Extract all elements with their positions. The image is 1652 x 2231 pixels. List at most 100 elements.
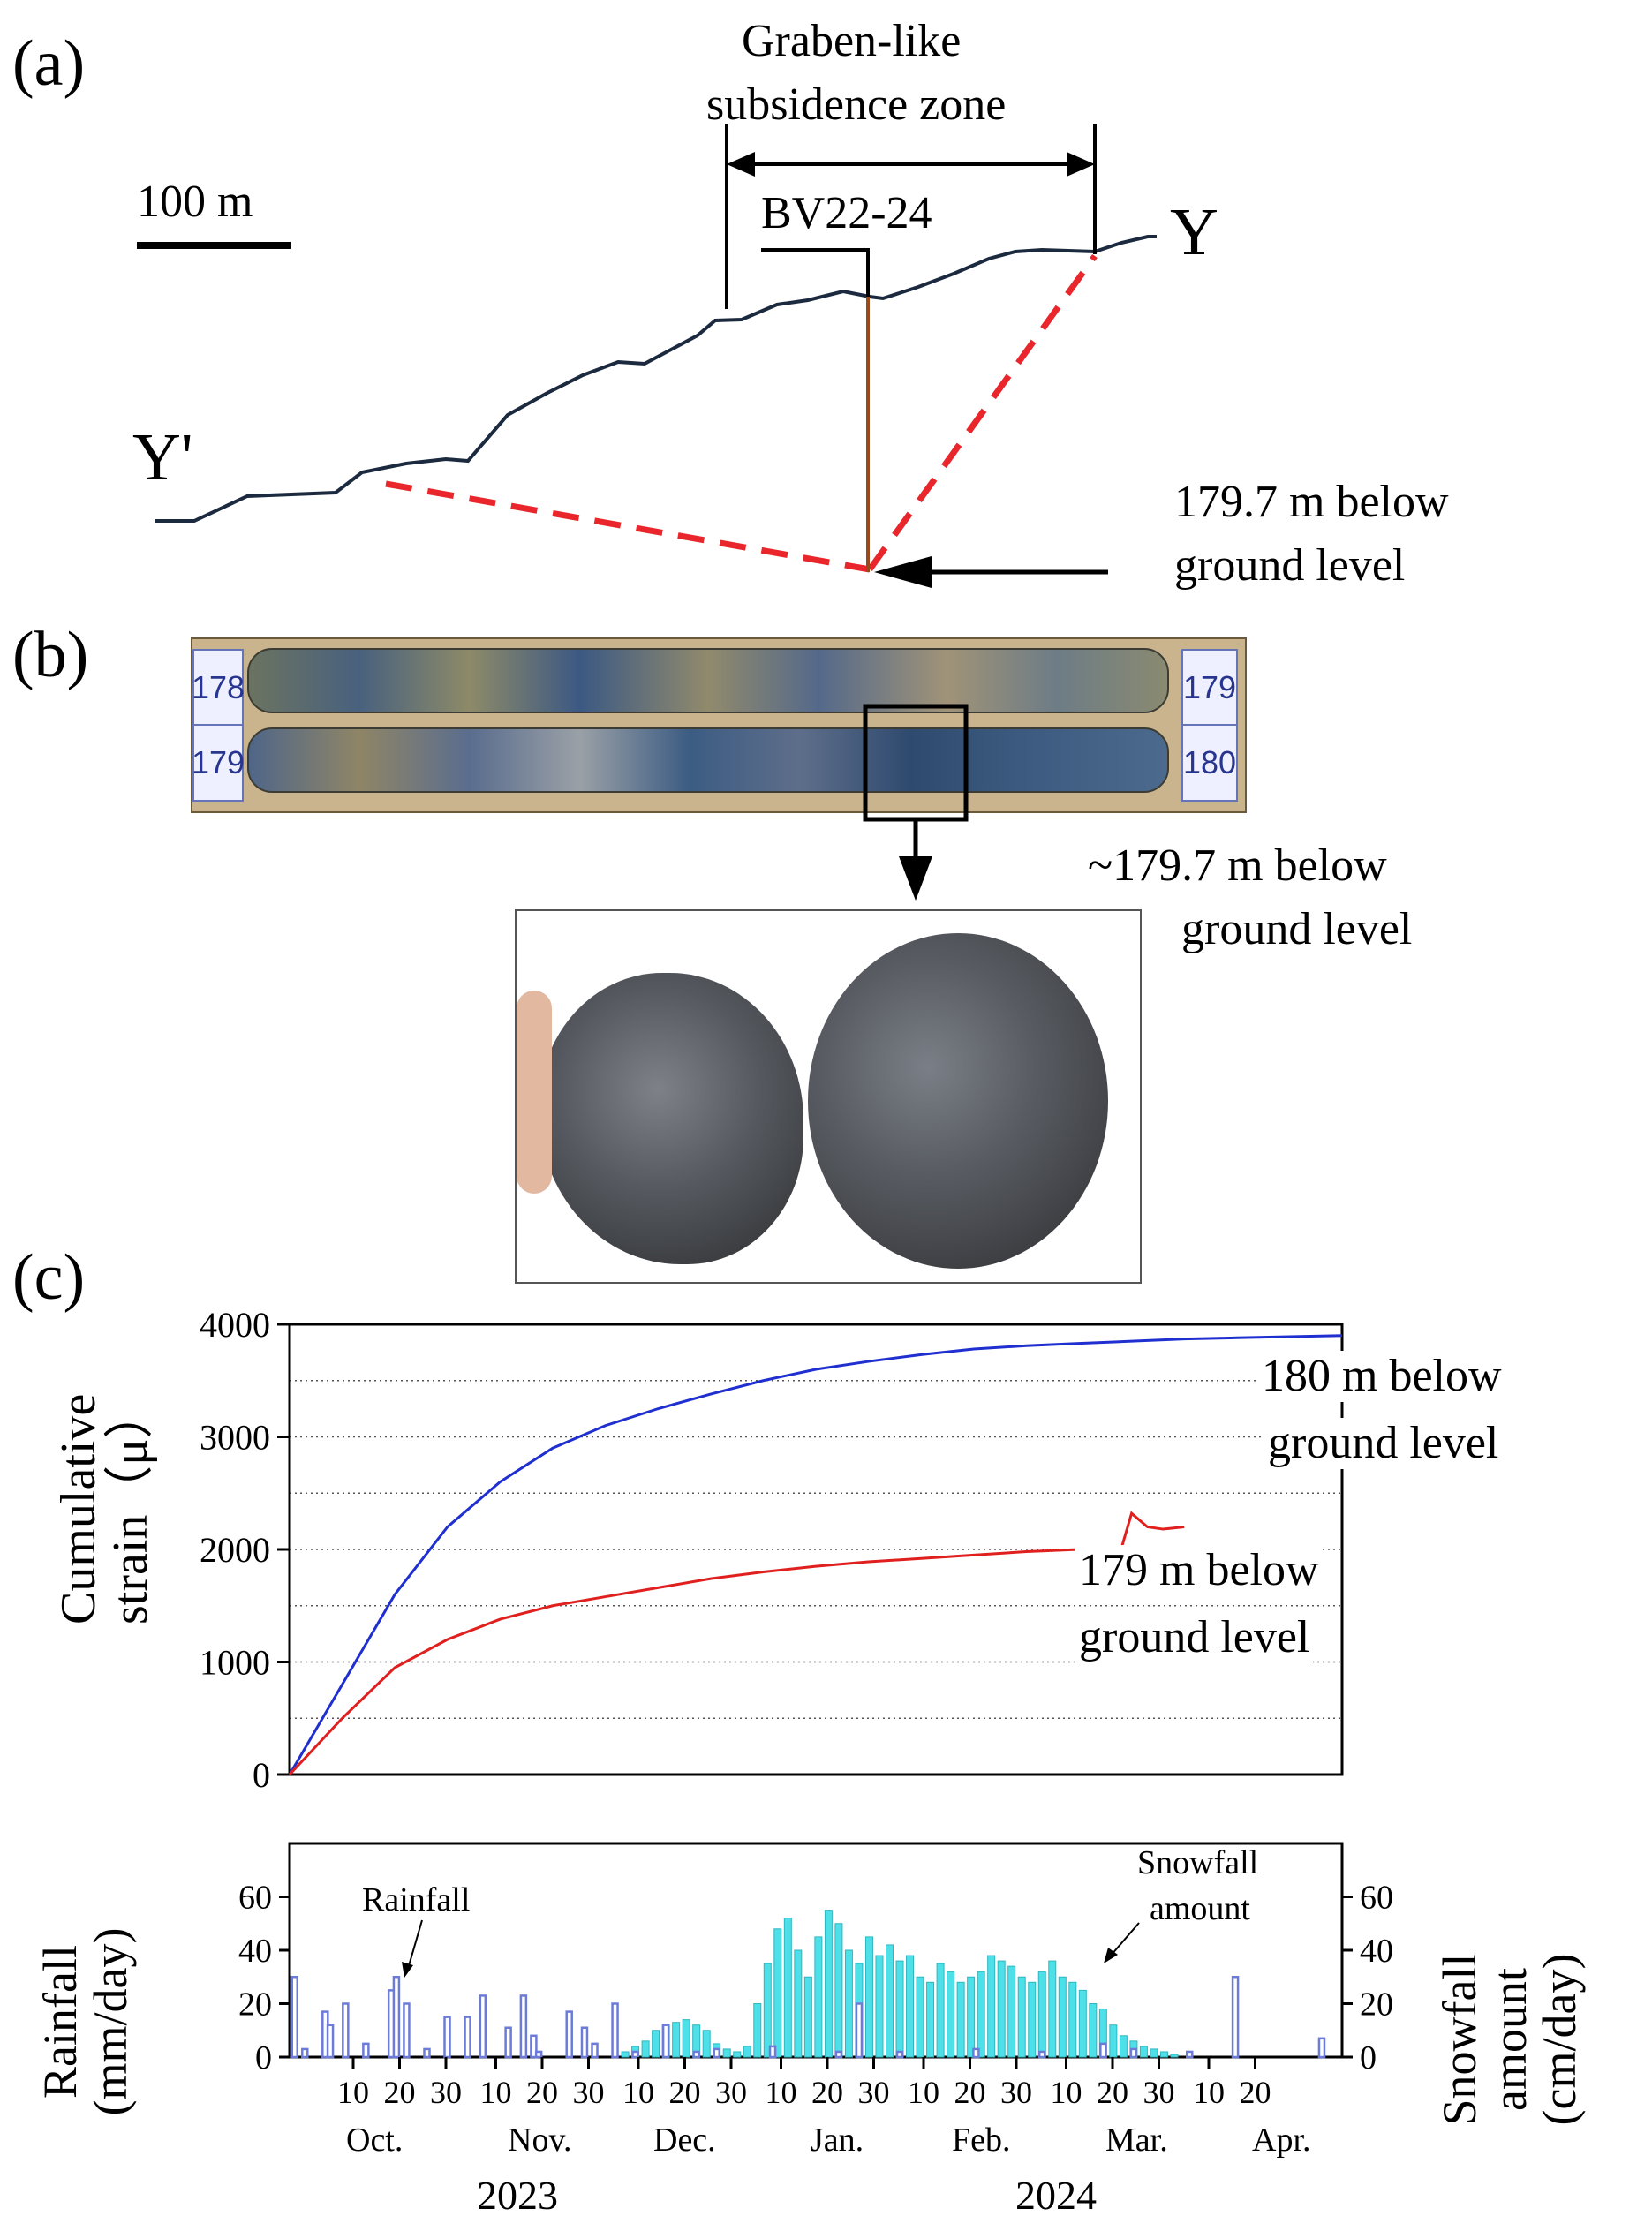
depth-note-a-line1: 179.7 m below <box>1174 477 1449 527</box>
strain-ytick-label: 2000 <box>200 1530 270 1570</box>
snow-bar <box>682 2019 690 2058</box>
strain-ytick-label: 1000 <box>200 1643 270 1683</box>
rain-bar <box>362 2042 370 2059</box>
day-tick-label: 30 <box>430 2075 462 2110</box>
snow-bar <box>783 1918 792 2058</box>
scale-bar-label: 100 m <box>137 177 253 227</box>
snow-bar <box>803 1976 812 2058</box>
rain-bar <box>855 2002 864 2059</box>
snow-bar <box>702 2030 711 2058</box>
snow-bar <box>997 1960 1006 2058</box>
snow-bar <box>773 1928 782 2058</box>
end-label-y-prime: Y' <box>132 420 193 494</box>
depth-note-b-line2: ground level <box>1181 904 1413 954</box>
snow-bar <box>1089 2003 1098 2058</box>
rain-annotation: Rainfall <box>362 1881 471 1918</box>
day-tick-label: 20 <box>669 2075 701 2110</box>
snow-bar <box>885 1944 894 2058</box>
end-label-y: Y <box>1170 195 1218 269</box>
rain-bar <box>611 2002 619 2059</box>
day-tick-label: 30 <box>573 2075 605 2110</box>
rain-bar <box>326 2024 335 2059</box>
snow-bar <box>1109 2024 1118 2058</box>
year-2024: 2024 <box>1015 2173 1097 2218</box>
core-piece-right <box>808 933 1108 1269</box>
snow-ytick-label: 60 <box>1360 1880 1393 1917</box>
depth-tag-179-left: 179 <box>192 724 245 802</box>
core-zoom-callout <box>863 704 969 901</box>
rain-bar <box>591 2042 599 2059</box>
day-tick-label: 10 <box>622 2075 654 2110</box>
snow-bar <box>967 1976 976 2058</box>
snow-bar <box>1159 2051 1168 2058</box>
snow-bar <box>895 1960 904 2058</box>
rain-bar <box>834 2050 843 2059</box>
snow-bar <box>1119 2035 1128 2058</box>
rain-ytick-label: 0 <box>255 2039 272 2076</box>
rain-bar <box>504 2026 512 2059</box>
rain-bar <box>1185 2050 1194 2059</box>
snow-bar <box>743 2046 751 2058</box>
core-segment-178 <box>247 648 1169 713</box>
strain-ytick-label: 4000 <box>200 1305 270 1345</box>
rain-bar <box>479 1994 487 2059</box>
snow-bar <box>814 1936 823 2058</box>
snow-bar <box>1139 2046 1148 2058</box>
snow-bar <box>916 1976 924 2058</box>
snow-ytick-label: 20 <box>1360 1986 1393 2024</box>
depth-tag-180: 180 <box>1181 724 1238 802</box>
snow-bar <box>936 1963 945 2058</box>
month-apr: Apr. <box>1252 2122 1311 2159</box>
rain-bar <box>342 2002 350 2059</box>
rain-ytick-label: 40 <box>238 1933 272 1970</box>
day-tick-label: 20 <box>384 2075 416 2110</box>
month-mar: Mar. <box>1105 2122 1168 2159</box>
snow-bar <box>956 1981 965 2058</box>
rain-bar <box>768 2045 777 2059</box>
rain-bar <box>565 2010 573 2059</box>
core-segment-179 <box>247 727 1169 793</box>
snow-bar <box>906 1955 915 2058</box>
snow-bar <box>763 1963 772 2058</box>
strain-ytick-label: 3000 <box>200 1418 270 1458</box>
snow-bar <box>1048 1960 1057 2058</box>
rain-annotation-arrow <box>407 1919 423 1970</box>
day-tick-label: 10 <box>766 2075 797 2110</box>
rain-bar <box>1231 1976 1240 2059</box>
rain-bar <box>713 2047 720 2059</box>
rain-bar <box>403 2002 411 2059</box>
snow-bar <box>824 1910 833 2058</box>
rain-ytick-label: 20 <box>238 1986 272 2024</box>
day-tick-label: 30 <box>1143 2075 1175 2110</box>
snow-bar <box>1017 1976 1026 2058</box>
snow-bar <box>977 1971 985 2058</box>
snow-bar <box>652 2030 660 2058</box>
snow-bar <box>926 1981 935 2058</box>
snow-bar <box>753 2003 762 2058</box>
rain-bar <box>423 2047 431 2059</box>
day-tick-label: 10 <box>1051 2075 1082 2110</box>
month-oct: Oct. <box>346 2122 404 2159</box>
day-tick-label: 20 <box>1097 2075 1128 2110</box>
day-tick-label: 10 <box>1193 2075 1225 2110</box>
core-closeup-photo <box>515 909 1142 1284</box>
snow-annotation-arrowhead <box>1104 1948 1118 1963</box>
rain-bar <box>580 2026 589 2059</box>
snow-bar <box>844 1949 853 2058</box>
snow-bar <box>794 1949 803 2058</box>
snow-bar <box>947 1971 955 2058</box>
snow-bar <box>875 1955 884 2058</box>
snow-annotation-arrow <box>1110 1922 1140 1956</box>
series-180-label-line1: 180 m below <box>1258 1351 1505 1403</box>
snow-bar <box>1170 2054 1179 2058</box>
depth-note-a-line2: ground level <box>1174 540 1406 591</box>
rain-bar <box>1099 2042 1107 2059</box>
strain-series-line-0 <box>288 1334 1343 1775</box>
snow-bar <box>987 1955 996 2058</box>
rain-bar <box>443 2016 451 2059</box>
core-zoom-box <box>863 704 969 822</box>
day-tick-label: 20 <box>954 2075 986 2110</box>
rain-bar <box>301 2047 309 2059</box>
snow-bar <box>1078 1989 1087 2058</box>
rain-bar <box>895 2050 904 2059</box>
